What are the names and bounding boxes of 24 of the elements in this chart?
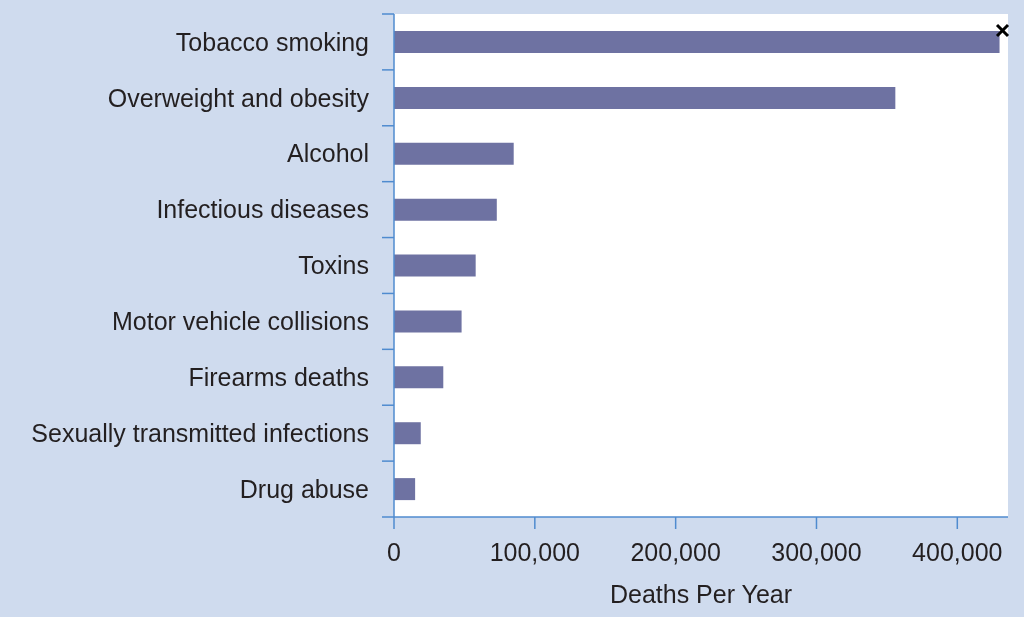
y-tick-label: Sexually transmitted infections <box>31 418 369 447</box>
y-tick-label: Toxins <box>298 251 369 280</box>
bar <box>394 422 421 445</box>
y-tick-label: Overweight and obesity <box>107 83 370 112</box>
bar <box>394 478 416 501</box>
y-tick-label: Infectious diseases <box>156 195 369 224</box>
x-tick-label: 200,000 <box>630 537 721 566</box>
x-tick-label: 400,000 <box>912 537 1003 566</box>
y-tick-label: Motor vehicle collisions <box>111 307 369 336</box>
bar <box>394 366 444 389</box>
bar <box>394 142 514 165</box>
y-tick-label: Alcohol <box>287 139 369 168</box>
y-tick-label: Tobacco smoking <box>175 27 369 56</box>
bar <box>394 198 497 221</box>
x-axis-title: Deaths Per Year <box>609 580 793 608</box>
y-tick-label: Drug abuse <box>239 474 369 503</box>
bar <box>394 31 1000 53</box>
bar <box>394 310 462 333</box>
x-tick-label: 0 <box>387 537 401 566</box>
x-tick-label: 100,000 <box>489 537 581 566</box>
bar <box>394 254 476 277</box>
y-tick-label: Firearms deaths <box>188 363 369 392</box>
bar <box>394 86 896 109</box>
x-tick-label: 300,000 <box>771 537 862 566</box>
